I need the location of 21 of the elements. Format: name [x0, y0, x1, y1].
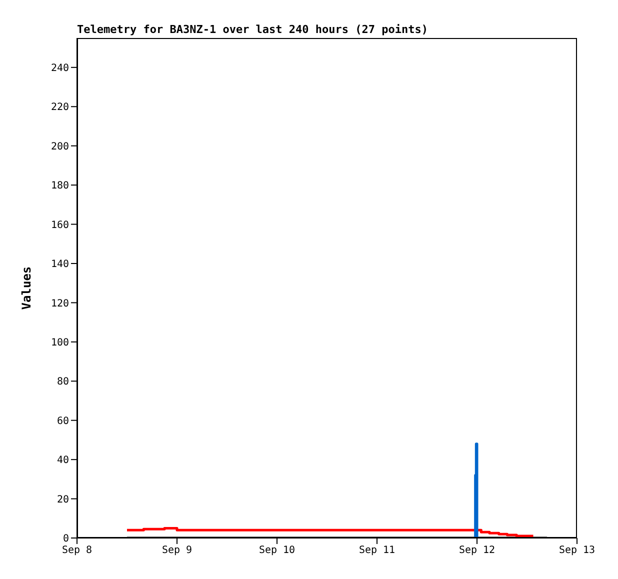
- y-tick-label: 120: [50, 298, 69, 310]
- y-tick-label: 160: [50, 220, 69, 231]
- y-tick-label: 80: [56, 376, 69, 388]
- x-tick-label: Sep 9: [162, 545, 192, 556]
- y-tick-label: 220: [50, 102, 69, 114]
- x-tick-label: Sep 12: [458, 545, 496, 556]
- y-tick-label: 0: [62, 534, 69, 545]
- chart-title: Telemetry for BA3NZ-1 over last 240 hours (27 points): [77, 23, 428, 36]
- y-axis-title: Values: [19, 266, 34, 310]
- x-tick-label: Sep 10: [258, 545, 296, 556]
- y-tick-label: 200: [50, 141, 69, 152]
- x-tick-label: Sep 8: [62, 545, 92, 556]
- x-tick-label: Sep 13: [558, 545, 596, 556]
- y-tick-label: 180: [50, 180, 69, 192]
- y-tick-label: 40: [56, 455, 69, 466]
- y-tick-label: 60: [56, 416, 69, 427]
- y-tick-label: 100: [50, 337, 69, 348]
- y-tick-label: 20: [56, 494, 69, 506]
- x-tick-label: Sep 11: [358, 545, 396, 556]
- y-tick-label: 140: [50, 259, 69, 270]
- y-tick-label: 240: [50, 62, 69, 74]
